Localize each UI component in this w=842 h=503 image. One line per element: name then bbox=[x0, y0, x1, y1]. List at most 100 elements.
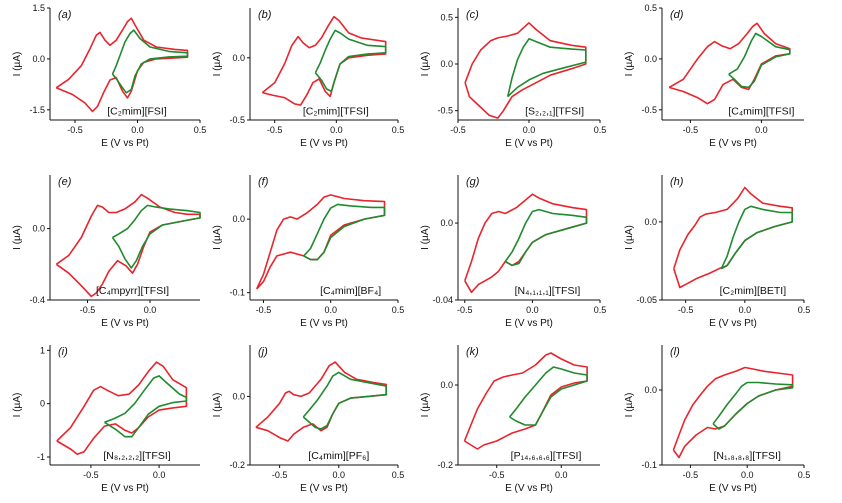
x-tick-label: -0.5 bbox=[683, 125, 699, 135]
y-axis-title: I (µA) bbox=[420, 52, 431, 77]
green-cv-trace bbox=[303, 203, 386, 261]
y-tick-label: 0.0 bbox=[440, 218, 453, 228]
ionic-liquid-label: [S₂,₂,₁][TFSI] bbox=[525, 105, 584, 117]
x-tick-label: 0.0 bbox=[324, 305, 337, 315]
x-tick-label: 0.5 bbox=[798, 470, 811, 480]
x-tick-label: 0.0 bbox=[741, 470, 754, 480]
panel-label: (l) bbox=[670, 346, 680, 358]
x-tick-label: 0.0 bbox=[330, 125, 343, 135]
x-axis-title: E (V vs Pt) bbox=[709, 138, 757, 149]
red-cv-trace bbox=[668, 22, 791, 105]
y-axis-title: I (µA) bbox=[420, 225, 431, 250]
x-tick-label: -0.5 bbox=[67, 125, 83, 135]
y-tick-label: 0.0 bbox=[232, 53, 245, 63]
x-tick-label: -0.5 bbox=[678, 305, 694, 315]
x-tick-label: -0.5 bbox=[450, 125, 466, 135]
panel-label: (b) bbox=[258, 9, 272, 21]
y-tick-label: 0.5 bbox=[644, 3, 657, 13]
red-cv-trace bbox=[464, 22, 587, 119]
x-tick-label: 0.0 bbox=[555, 470, 568, 480]
x-tick-label: 0.0 bbox=[333, 470, 346, 480]
y-tick-label: -0.4 bbox=[29, 295, 45, 305]
x-tick-label: 0.5 bbox=[798, 305, 811, 315]
y-tick-label: 0.0 bbox=[232, 391, 245, 401]
cv-panel-i: -0.5 0.0 1 0 -1 E (V vs Pt) I (µA) (i) [N₈,₂,₂,₂… bbox=[12, 345, 200, 494]
ionic-liquid-label: [C₂mim][BETI] bbox=[720, 285, 787, 297]
x-tick-label: 0.0 bbox=[144, 305, 157, 315]
cv-panel-c: -0.5 0.0 0.5 0.5 0.0 -0.5 E (V vs Pt) I (µA) (c)… bbox=[420, 8, 606, 149]
cv-panel-d: -0.5 0.0 0.5 0.0 -0.5 E (V vs Pt) I (µA) (d) [C₄… bbox=[624, 3, 804, 149]
cv-panel-l: -0.5 0.0 0.5 0.0 -0.1 E (V vs Pt) I (µA) (l) [N₁… bbox=[624, 345, 810, 494]
ionic-liquid-label: [N₁,₈,₈,₈][TFSI] bbox=[714, 450, 781, 462]
ionic-liquid-label: [C₄mpyrr][TFSI] bbox=[96, 285, 169, 297]
panel-label: (e) bbox=[58, 176, 72, 188]
panel-label: (g) bbox=[466, 176, 480, 188]
y-tick-label: -0.5 bbox=[437, 106, 453, 116]
cv-panel-a: -0.5 0.0 0.5 1.5 0.0 -1.5 E (V vs Pt) I (µA) (a)… bbox=[12, 3, 206, 149]
red-cv-trace bbox=[56, 361, 188, 456]
red-cv-trace bbox=[463, 352, 588, 450]
red-cv-trace bbox=[261, 15, 387, 106]
red-cv-trace bbox=[672, 366, 794, 459]
green-cv-trace bbox=[314, 29, 387, 93]
panel-label: (h) bbox=[670, 176, 684, 188]
x-tick-label: 0.0 bbox=[755, 125, 768, 135]
panel-label: (a) bbox=[58, 9, 72, 21]
y-axis-title: I (µA) bbox=[212, 393, 223, 418]
ionic-liquid-label: [C₄mim][PF₆] bbox=[308, 450, 369, 462]
red-cv-trace bbox=[464, 193, 588, 294]
y-tick-label: -0.2 bbox=[437, 460, 453, 470]
y-tick-label: 0.5 bbox=[440, 12, 453, 22]
y-tick-label: -0.5 bbox=[229, 115, 245, 125]
ionic-liquid-label: [C₄mim][BF₄] bbox=[320, 285, 381, 297]
y-tick-label: 1 bbox=[40, 345, 45, 355]
y-axis-title: I (µA) bbox=[420, 393, 431, 418]
green-cv-trace bbox=[506, 38, 587, 98]
ionic-liquid-label: [C₂mim][FSI] bbox=[107, 105, 167, 117]
x-tick-label: 0.5 bbox=[194, 125, 207, 135]
x-tick-label: 0.5 bbox=[392, 305, 405, 315]
y-tick-label: 0.0 bbox=[32, 54, 45, 64]
cv-panel-g: -0.5 0.0 0.5 0.0 -0.04 E (V vs Pt) I (µA) (g) [N… bbox=[420, 175, 606, 329]
ionic-liquid-label: [C₂mim][TFSI] bbox=[303, 105, 369, 117]
y-tick-label: -0.5 bbox=[641, 105, 657, 115]
cv-panel-b: -0.5 0.0 0.5 0.0 -0.5 E (V vs Pt) I (µA) (b) [C₂… bbox=[212, 8, 404, 149]
x-tick-label: 0.5 bbox=[594, 125, 607, 135]
y-tick-label: 0 bbox=[40, 399, 45, 409]
green-cv-trace bbox=[728, 32, 791, 89]
green-cv-trace bbox=[508, 366, 588, 426]
y-tick-label: 0.0 bbox=[644, 385, 657, 395]
ionic-liquid-label: [C₄mim][TFSI] bbox=[728, 105, 794, 117]
y-tick-label: 0.0 bbox=[32, 224, 45, 234]
cv-panel-f: -0.5 0.0 0.5 0.0 -0.1 E (V vs Pt) I (µA) (f) [C₄… bbox=[212, 175, 404, 329]
cv-panel-k: -0.5 0.0 0.0 -0.2 E (V vs Pt) I (µA) (k) [P₁₄,₆… bbox=[420, 345, 600, 494]
x-tick-label: 0.5 bbox=[392, 125, 405, 135]
panel-label: (d) bbox=[670, 9, 684, 21]
x-tick-label: -0.5 bbox=[457, 305, 473, 315]
green-cv-trace bbox=[302, 371, 387, 430]
x-axis-title: E (V vs Pt) bbox=[505, 138, 553, 149]
ionic-liquid-label: [P₁₄,₆,₆,₆][TFSI] bbox=[511, 450, 582, 462]
x-tick-label: 0.5 bbox=[392, 470, 405, 480]
x-tick-label: -0.5 bbox=[256, 305, 272, 315]
cv-panel-j: -0.5 0.0 0.5 0.0 -0.2 E (V vs Pt) I (µA) (j) [C₄… bbox=[212, 345, 404, 494]
x-tick-label: -0.5 bbox=[267, 125, 283, 135]
x-axis-title: E (V vs Pt) bbox=[709, 483, 757, 494]
red-cv-trace bbox=[255, 194, 386, 290]
ionic-liquid-label: [N₈,₂,₂,₂][TFSI] bbox=[103, 450, 170, 462]
panel-label: (i) bbox=[58, 346, 68, 358]
y-tick-label: -0.1 bbox=[641, 460, 657, 470]
x-tick-label: 0.5 bbox=[594, 305, 607, 315]
y-tick-label: -1.5 bbox=[29, 105, 45, 115]
y-tick-label: -1 bbox=[37, 452, 45, 462]
y-axis-title: I (µA) bbox=[624, 225, 635, 250]
ionic-liquid-label: [N₄,₁,₁,₁][TFSI] bbox=[515, 285, 581, 297]
cv-panel-h: -0.5 0.0 0.5 0.0 -0.05 E (V vs Pt) I (µA) (h) [C… bbox=[624, 175, 810, 329]
x-axis-title: E (V vs Pt) bbox=[505, 318, 553, 329]
y-axis-title: I (µA) bbox=[212, 225, 223, 250]
green-cv-trace bbox=[104, 375, 188, 438]
y-tick-label: -0.04 bbox=[432, 295, 453, 305]
green-cv-trace bbox=[712, 381, 794, 430]
panel-label: (j) bbox=[258, 346, 268, 358]
